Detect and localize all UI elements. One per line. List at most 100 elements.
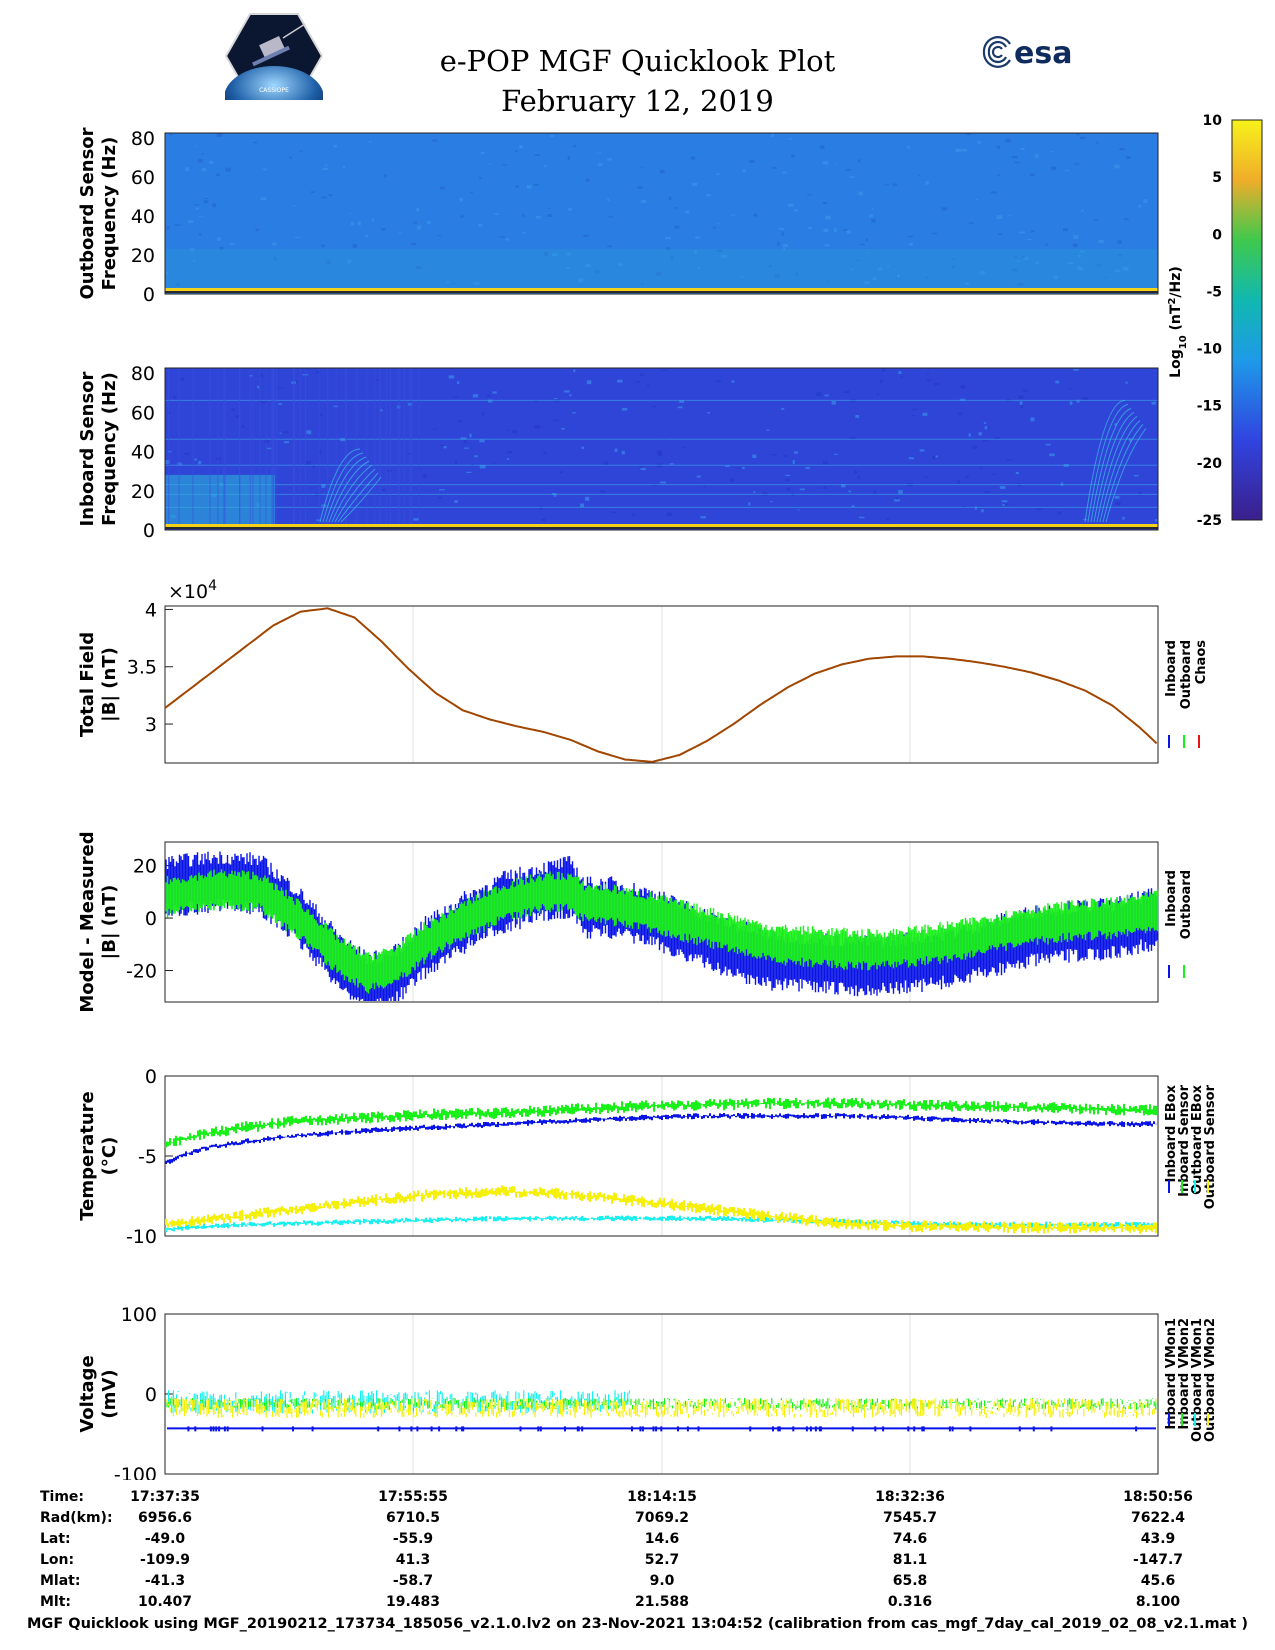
esa-logo: esa	[982, 36, 1072, 71]
residual-outboard-series	[165, 869, 1159, 994]
inboard-spectrogram-noise-cell-90	[735, 467, 742, 469]
outboard-spectrogram-noise-cell-31	[410, 242, 417, 246]
outboard-spectrogram-noise-cell-89	[197, 159, 203, 163]
inboard-spectrogram-noise-cell-197	[1076, 399, 1080, 403]
inboard-spectrogram-noise-cell-176	[823, 486, 827, 490]
total-field-exponent-power: 4	[208, 578, 217, 594]
inboard-spectrogram-noise-cell-82	[316, 519, 322, 522]
inboard-spectrogram-noise-cell-219	[1015, 471, 1019, 475]
outboard-spectrogram-noise-cell-189	[577, 278, 584, 283]
mlt-col5: 8.100	[1135, 1594, 1181, 1610]
temperature-inboard-sensor-series	[165, 1097, 1157, 1148]
outboard-spectrogram-noise-cell-214	[695, 236, 701, 239]
inboard-spectrogram-noise-cell-157	[584, 496, 590, 501]
outboard-spectrogram-noise-cell-132	[834, 228, 837, 233]
inboard-spectrogram-noise-cell-168	[406, 453, 412, 455]
inboard-spectrogram-noise-cell-142	[283, 441, 289, 444]
outboard-spectrogram-noise-cell-187	[1064, 169, 1070, 171]
lat-col2: -55.9	[392, 1531, 434, 1547]
outboard-spectrogram-noise-cell-120	[996, 145, 1001, 149]
outboard-spectrogram-noise-cell-175	[990, 191, 997, 194]
outboard-spectrogram-dc-edge	[165, 291, 1158, 293]
inboard-spectrogram-whistler-1-8	[340, 476, 382, 523]
inboard-spectrogram-noise-cell-36	[1114, 495, 1120, 499]
outboard-spectrogram-noise-cell-55	[823, 228, 829, 233]
voltage-inboard-vmon1-series	[167, 1426, 1156, 1432]
inboard-spectrogram-whistler-2-3	[1090, 407, 1132, 523]
outboard-spectrogram-noise-cell-84	[548, 207, 551, 209]
outboard-spectrogram-ylabel-units: Frequency (Hz)	[99, 137, 120, 291]
inboard-spectrogram-noise-cell-57	[437, 496, 443, 499]
inboard-spectrogram-noise-cell-179	[184, 452, 190, 455]
inboard-spectrogram-noise-cell-248	[432, 428, 438, 430]
inboard-spectrogram-noise-cell-202	[898, 490, 903, 494]
inboard-spectrogram-noise-cell-220	[1073, 368, 1079, 371]
inboard-spectrogram-noise-cell-166	[635, 381, 640, 383]
outboard-spectrogram-noise-cell-9	[886, 265, 890, 268]
inboard-spectrogram-whistler-1-7	[337, 472, 379, 523]
outboard-spectrogram-noise-cell-112	[694, 250, 697, 254]
inboard-spectrogram-noise-cell-136	[646, 384, 650, 387]
outboard-spectrogram-noise-cell-252	[552, 253, 558, 257]
outboard-spectrogram-noise-cell-138	[975, 198, 979, 200]
inboard-spectrogram-noise-cell-217	[1006, 459, 1013, 461]
inboard-spectrogram-noise-cell-92	[266, 447, 272, 450]
inboard-spectrogram-noise-cell-79	[770, 501, 773, 503]
outboard-spectrogram-noise-cell-235	[544, 165, 547, 168]
inboard-spectrogram-noise-cell-201	[959, 398, 966, 401]
outboard-spectrogram-noise-cell-146	[1035, 261, 1039, 264]
inboard-spectrogram-noise-cell-108	[614, 448, 618, 452]
inboard-spectrogram-noise-cell-19	[752, 491, 756, 493]
inboard-spectrogram-noise-cell-256	[762, 491, 768, 496]
inboard-spectrogram-noise-cell-216	[579, 503, 585, 508]
inboard-spectrogram-noise-cell-12	[1122, 516, 1125, 520]
inboard-spectrogram-noise-cell-5	[194, 458, 198, 461]
outboard-spectrogram-noise-cell-52	[1079, 250, 1085, 253]
inboard-spectrogram-noise-cell-208	[1036, 508, 1043, 511]
inboard-spectrogram-noise-cell-129	[543, 451, 547, 455]
inboard-spectrogram-noise-cell-233	[677, 406, 683, 409]
outboard-spectrogram-noise-cell-133	[777, 241, 780, 246]
outboard-spectrogram-noise-cell-65	[850, 268, 854, 271]
outboard-spectrogram-noise-cell-223	[1011, 155, 1018, 159]
outboard-spectrogram-noise-cell-113	[740, 276, 745, 278]
inboard-spectrogram-noise-cell-150	[1020, 404, 1023, 409]
outboard-spectrogram-noise-cell-39	[460, 214, 464, 218]
rad-col1: 6956.6	[137, 1510, 193, 1526]
temperature-legend-swatch-4	[1207, 1180, 1209, 1193]
residual-legend-swatch-1	[1168, 965, 1170, 978]
outboard-spectrogram-noise-cell-34	[473, 281, 480, 285]
inboard-spectrogram-whistler-2-1	[1084, 399, 1126, 523]
inboard-spectrogram-noise-cell-254	[724, 465, 730, 467]
outboard-spectrogram-noise-cell-173	[348, 213, 351, 215]
inboard-spectrogram-whistler-1-3	[325, 456, 367, 523]
inboard-spectrogram-whistler-2-6	[1099, 420, 1141, 523]
inboard-spectrogram-noise-cell-122	[581, 446, 585, 450]
outboard-spectrogram-noise-cell-198	[260, 197, 267, 201]
outboard-spectrogram-noise-cell-221	[996, 215, 1003, 220]
residual-legend-label-1: Inboard	[1164, 870, 1179, 927]
outboard-spectrogram-noise-cell-141	[437, 235, 442, 237]
outboard-spectrogram-noise-cell-176	[194, 145, 197, 147]
outboard-spectrogram-noise-cell-117	[1019, 231, 1026, 234]
outboard-spectrogram-noise-cell-95	[952, 258, 955, 260]
inboard-spectrogram-dc-edge	[165, 527, 1158, 529]
outboard-spectrogram-noise-cell-18	[567, 156, 571, 161]
inboard-spectrogram-noise-cell-95	[599, 490, 606, 493]
inboard-spectrogram-noise-cell-190	[422, 474, 427, 479]
outboard-spectrogram-noise-cell-218	[199, 233, 202, 236]
inboard-spectrogram-noise-cell-198	[707, 412, 711, 414]
outboard-spectrogram-noise-cell-242	[357, 221, 361, 226]
outboard-spectrogram-noise-cell-155	[550, 134, 554, 138]
total-field: 4 3.5 3 Total Field |B| (nT)	[77, 599, 1159, 764]
inboard-spectrogram-whistler-1-6	[334, 468, 376, 523]
outboard-spectrogram-noise-cell-208	[322, 167, 328, 171]
inboard-spectrogram-panel: 80 60 40 20 0 Inboard Sensor Frequency (Hz)	[77, 363, 1159, 542]
outboard-spectrogram-noise-cell-182	[826, 281, 830, 283]
outboard-spectrogram-noise-cell-200	[909, 242, 914, 246]
inboard-spectrogram-noise-cell-195	[454, 460, 458, 464]
inboard-spectrogram-noise-cell-143	[586, 380, 592, 385]
inboard-spectrogram-noise-cell-246	[1055, 380, 1060, 384]
inboard-spectrogram-noise-cell-111	[177, 462, 182, 466]
outboard-spectrogram-ylabel: Outboard Sensor	[77, 127, 98, 299]
